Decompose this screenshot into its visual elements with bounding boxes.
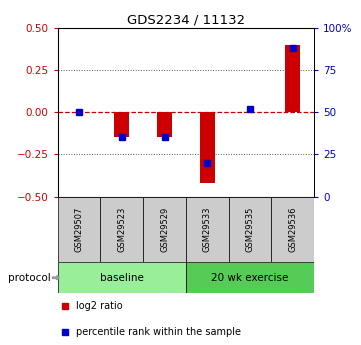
Bar	[285, 45, 300, 112]
Text: baseline: baseline	[100, 273, 144, 283]
Text: percentile rank within the sample: percentile rank within the sample	[76, 327, 241, 337]
Bar	[114, 112, 129, 138]
Bar	[100, 197, 143, 262]
Bar	[271, 197, 314, 262]
Text: 20 wk exercise: 20 wk exercise	[211, 273, 289, 283]
Text: GSM29507: GSM29507	[75, 207, 84, 252]
Bar	[186, 197, 229, 262]
Bar	[186, 262, 314, 293]
Bar	[200, 112, 215, 183]
Text: GSM29529: GSM29529	[160, 207, 169, 252]
Text: GSM29523: GSM29523	[117, 207, 126, 252]
Text: GSM29533: GSM29533	[203, 207, 212, 252]
Bar	[143, 197, 186, 262]
Text: log2 ratio: log2 ratio	[76, 301, 122, 311]
Bar	[157, 112, 172, 138]
Text: protocol: protocol	[8, 273, 51, 283]
Bar	[229, 197, 271, 262]
Text: GSM29535: GSM29535	[245, 207, 255, 252]
Bar	[58, 197, 100, 262]
Title: GDS2234 / 11132: GDS2234 / 11132	[127, 13, 245, 27]
Bar	[58, 262, 186, 293]
Text: GSM29536: GSM29536	[288, 207, 297, 252]
